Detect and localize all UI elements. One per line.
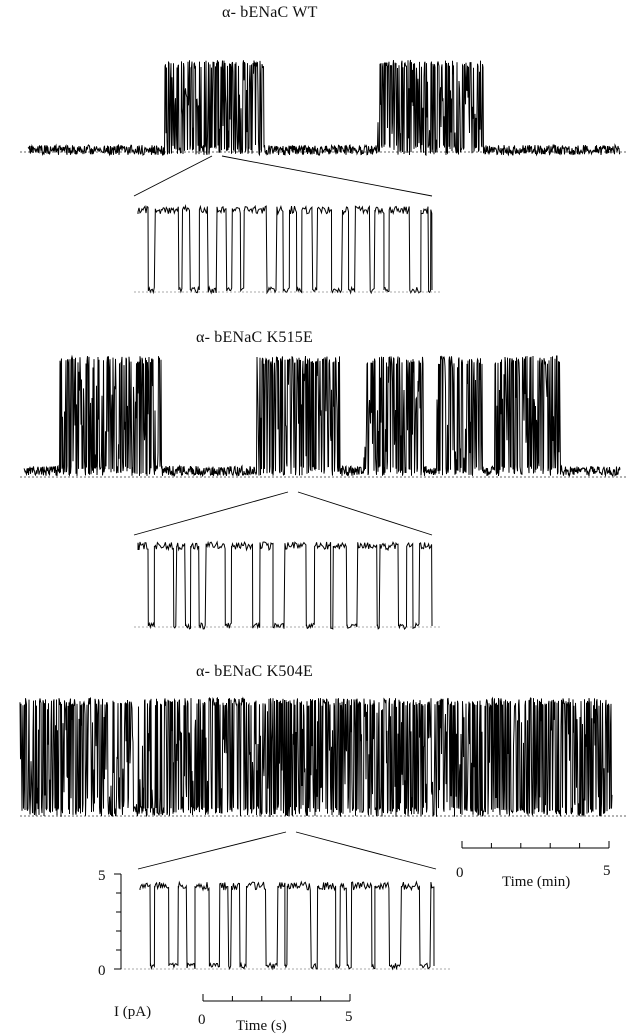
k515e-zoom-lines bbox=[133, 491, 433, 536]
wt-slow-current bbox=[27, 59, 621, 157]
k504e-slow-current bbox=[19, 696, 613, 818]
slow-time-axis: 0 5 Time (min) bbox=[456, 841, 611, 890]
panel-title-k515e: α- bENaC K515E bbox=[196, 329, 313, 346]
k504e-zoom-lines bbox=[137, 831, 437, 870]
fast-x-axis-label: Time (s) bbox=[236, 1018, 287, 1034]
k515e-fast-trace bbox=[134, 540, 440, 630]
k504e-slow-trace bbox=[19, 696, 628, 818]
panel-title-wt: α- bENaC WT bbox=[222, 4, 318, 21]
fast-x-tick-start: 0 bbox=[198, 1012, 206, 1028]
wt-fast-trace bbox=[134, 204, 440, 295]
wt-fast-current bbox=[137, 204, 433, 295]
k515e-slow-trace bbox=[20, 354, 628, 478]
fast-x-tick-end: 5 bbox=[345, 1009, 353, 1025]
k504e-fast-trace bbox=[120, 880, 450, 971]
slow-x-axis-label: Time (min) bbox=[502, 874, 570, 890]
fast-time-axis: 0 5 Time (s) bbox=[198, 994, 353, 1034]
panel-title-k504e: α- bENaC K504E bbox=[196, 663, 313, 680]
current-axis: 5 0 I (pA) bbox=[98, 868, 151, 1020]
wt-zoom-lines bbox=[133, 155, 433, 197]
k515e-fast-current bbox=[137, 540, 433, 630]
slow-x-tick-end: 5 bbox=[603, 863, 611, 879]
k504e-fast-current bbox=[139, 880, 435, 971]
y-tick-top: 5 bbox=[98, 868, 106, 884]
y-axis-label: I (pA) bbox=[114, 1004, 151, 1020]
y-tick-bottom: 0 bbox=[98, 963, 106, 979]
k515e-slow-current bbox=[23, 354, 621, 478]
slow-x-tick-start: 0 bbox=[456, 865, 464, 881]
wt-slow-trace bbox=[20, 59, 628, 157]
